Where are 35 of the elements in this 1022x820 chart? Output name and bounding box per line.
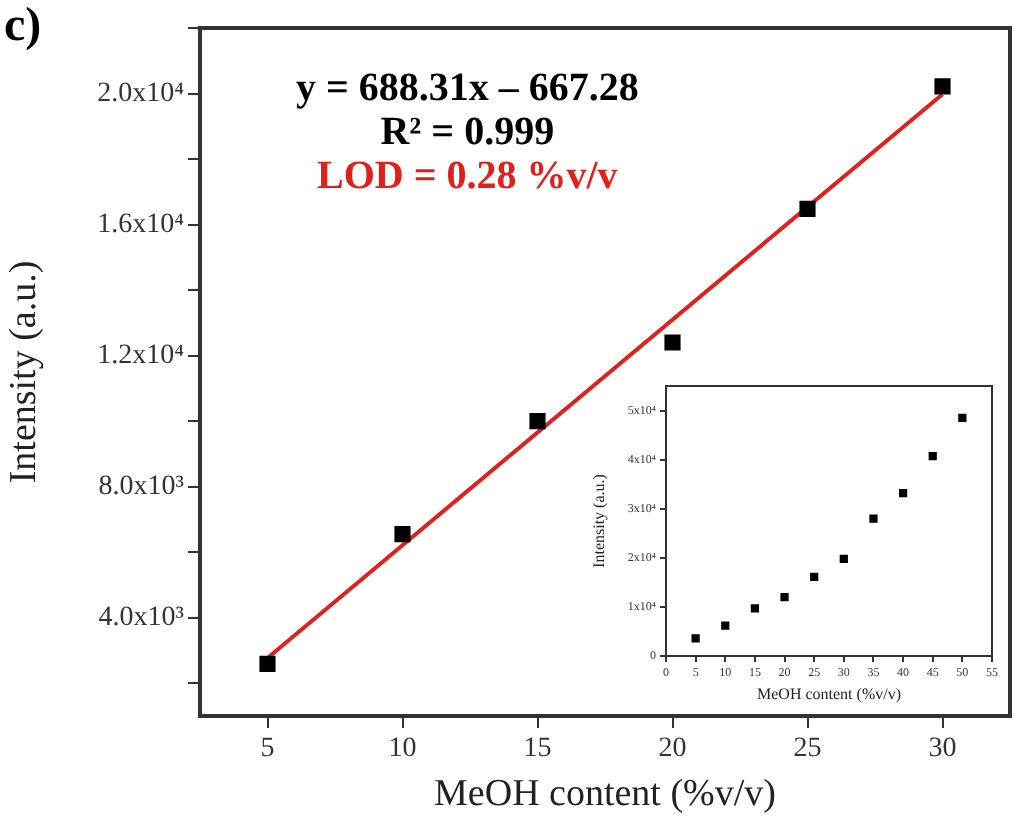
point [780, 592, 789, 602]
annotation: y = 688.31x – 667.28 [295, 66, 639, 111]
x-tick-label: 15 [523, 734, 552, 765]
y-axis-title: Intensity (a.u.) [589, 473, 608, 568]
point [691, 634, 700, 643]
y-tick-label: 1.2x10⁴ [97, 340, 185, 371]
point [839, 554, 848, 563]
x-tick-label: 20 [658, 734, 687, 765]
x-tick-label: 30 [928, 734, 957, 765]
point [934, 78, 951, 95]
y-tick-label: 4.0x10³ [98, 603, 184, 634]
point [898, 488, 908, 498]
x-axis-title: MeOH content (%v/v) [434, 773, 776, 816]
point [721, 621, 730, 630]
x-tick-label: 5 [260, 734, 275, 765]
point [869, 514, 878, 523]
y-axis-title: Intensity (a.u.) [2, 260, 45, 484]
point [958, 413, 967, 423]
point [259, 655, 276, 672]
point [928, 452, 937, 461]
y-tick-label: 8.0x10³ [98, 472, 184, 503]
point [529, 413, 546, 430]
annotation: R² = 0.999 [380, 110, 555, 155]
point [799, 200, 816, 217]
x-axis-title: MeOH content (%v/v) [757, 684, 902, 703]
y-tick-label: 1.6x10⁴ [97, 209, 185, 240]
point [394, 526, 411, 543]
point [750, 604, 760, 613]
point [664, 334, 681, 351]
x-tick-label: 10 [388, 734, 417, 765]
annotation: LOD = 0.28 %v/v [317, 154, 618, 199]
x-tick-label: 25 [793, 734, 822, 765]
y-tick-label: 2.0x10⁴ [97, 78, 185, 109]
point [810, 572, 819, 582]
chart-title: c) [4, 0, 42, 53]
